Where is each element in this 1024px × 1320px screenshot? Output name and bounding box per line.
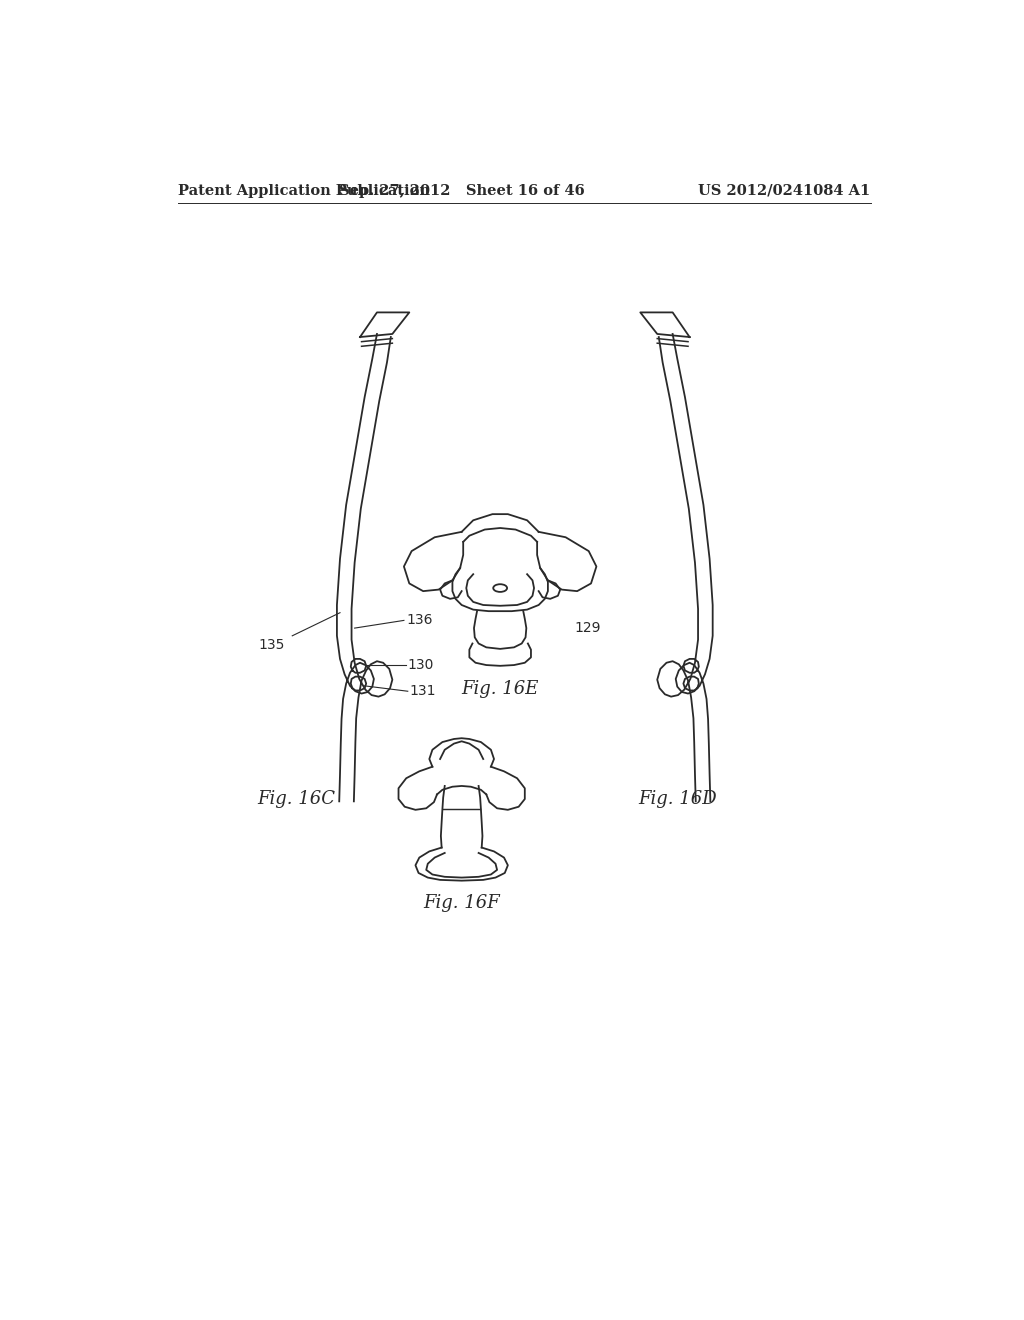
Text: Sep. 27, 2012   Sheet 16 of 46: Sep. 27, 2012 Sheet 16 of 46 [339,183,585,198]
Text: 129: 129 [574,622,601,635]
Text: Fig. 16E: Fig. 16E [462,681,539,698]
Ellipse shape [494,585,507,591]
Text: Patent Application Publication: Patent Application Publication [178,183,430,198]
Text: 130: 130 [408,659,434,672]
Text: US 2012/0241084 A1: US 2012/0241084 A1 [697,183,869,198]
Text: Fig. 16D: Fig. 16D [639,789,718,808]
Text: 131: 131 [410,684,436,698]
Text: Fig. 16C: Fig. 16C [258,789,336,808]
Text: 135: 135 [258,638,285,652]
Text: 136: 136 [407,614,433,627]
Text: Fig. 16F: Fig. 16F [423,894,500,912]
